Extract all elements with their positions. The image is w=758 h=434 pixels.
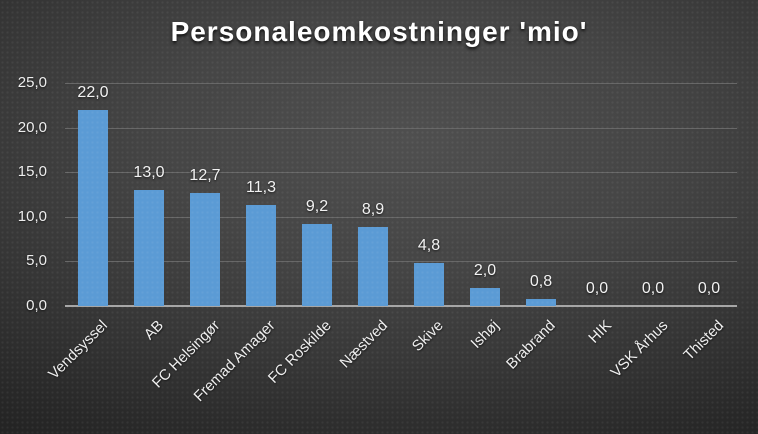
- bar-value-label: 0,0: [697, 280, 721, 297]
- bar-value-label: 22,0: [77, 83, 109, 101]
- x-axis-category-label: VSK Århus: [607, 317, 672, 381]
- y-axis-tick-label: 20,0: [17, 118, 47, 136]
- bar-value-label: 4,8: [417, 237, 441, 255]
- gridline: [65, 172, 737, 174]
- y-axis-tick-label: 25,0: [17, 74, 47, 91]
- x-axis-category-label: AB: [140, 317, 168, 344]
- chart-title: Personaleomkostninger 'mio': [170, 16, 588, 47]
- bar-value-label: 12,7: [189, 166, 221, 184]
- bar-fc-roskilde: [302, 223, 332, 306]
- x-axis-category-label: Vendsyssel: [45, 317, 112, 383]
- gridline: [65, 261, 737, 263]
- bar-value-label: 0,0: [641, 280, 665, 297]
- y-axis-tick-label: 5,0: [26, 252, 47, 270]
- x-axis-category-label: Næstved: [336, 317, 392, 372]
- bar-fremad-amager: [246, 205, 276, 306]
- bar-value-label: 13,0: [133, 164, 165, 182]
- bar-skive: [414, 263, 444, 306]
- x-axis-category-label: Skive: [409, 317, 448, 355]
- bar-value-label: 0,8: [529, 272, 553, 290]
- y-axis-tick-label: 10,0: [17, 207, 47, 225]
- y-axis-tick-label: 15,0: [17, 163, 47, 181]
- bar-ishøj: [470, 288, 500, 306]
- gridline: [65, 83, 737, 84]
- bar-ab: [134, 190, 164, 306]
- bar-value-label: 0,0: [585, 280, 609, 297]
- x-axis-line: [65, 305, 737, 307]
- bar-value-label: 2,0: [473, 262, 497, 280]
- x-axis-category-label: HIK: [585, 317, 616, 347]
- x-axis-category-label: Brabrand: [503, 317, 560, 373]
- bar-fc-helsingør: [190, 192, 220, 306]
- gridline: [65, 127, 737, 129]
- bar-vendsyssel: [78, 109, 108, 306]
- bar-næstved: [358, 226, 388, 306]
- bar-value-label: 11,3: [246, 179, 276, 197]
- bar-value-label: 9,2: [305, 197, 329, 215]
- bar-value-label: 8,9: [361, 200, 385, 218]
- gridline: [65, 216, 737, 218]
- x-axis-category-label: Thisted: [680, 317, 728, 364]
- bar-brabrand: [526, 298, 556, 306]
- x-axis-category-label: Ishøj: [468, 317, 504, 353]
- y-axis-tick-label: 0,0: [26, 297, 47, 314]
